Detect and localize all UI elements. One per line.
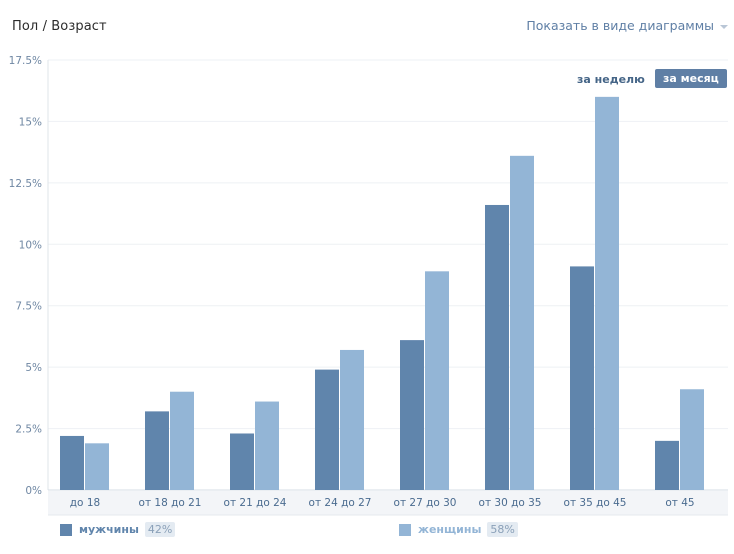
bar-women — [595, 96, 619, 490]
y-tick-label: 0% — [25, 485, 42, 497]
y-tick-label: 15% — [19, 116, 42, 128]
legend-label-women: женщины — [418, 523, 482, 536]
y-tick-label: 2.5% — [15, 424, 42, 436]
show-as-diagram-label: Показать в виде диаграммы — [526, 18, 714, 33]
bar-women — [255, 401, 279, 490]
bar-women — [340, 349, 364, 490]
bar-men — [145, 411, 169, 490]
x-tick-label: от 27 до 30 — [394, 497, 457, 509]
y-tick-label: 12.5% — [9, 178, 42, 190]
chevron-down-icon — [720, 24, 728, 29]
legend-percent-men: 42% — [144, 522, 176, 537]
bar-men — [60, 435, 84, 490]
y-tick-label: 17.5% — [9, 55, 42, 67]
y-tick-label: 10% — [19, 239, 42, 251]
legend-item-women[interactable]: женщины 58% — [399, 522, 518, 537]
x-tick-label: от 45 — [665, 497, 694, 509]
x-tick-label: от 21 до 24 — [224, 497, 287, 509]
page-title: Пол / Возраст — [12, 19, 107, 34]
bar-women — [170, 391, 194, 490]
bar-women — [85, 443, 109, 490]
bar-men — [400, 340, 424, 490]
bar-women — [680, 389, 704, 490]
legend-swatch-women — [399, 523, 411, 536]
x-tick-label: от 18 до 21 — [139, 497, 202, 509]
bar-men — [485, 204, 509, 490]
bar-women — [510, 155, 534, 491]
period-week-button[interactable]: за неделю — [577, 73, 645, 86]
bar-women — [425, 271, 449, 490]
x-axis-band — [48, 491, 728, 515]
x-tick-label: до 18 — [70, 497, 100, 509]
x-tick-label: от 30 до 35 — [479, 497, 542, 509]
legend-swatch-men — [60, 523, 72, 536]
x-tick-label: от 24 до 27 — [309, 497, 372, 509]
bar-men — [655, 440, 679, 490]
bar-men — [315, 369, 339, 490]
period-month-button[interactable]: за месяц — [655, 69, 727, 88]
legend-percent-women: 58% — [487, 522, 518, 537]
legend-label-men: мужчины — [79, 523, 139, 536]
x-tick-label: от 35 до 45 — [564, 497, 627, 509]
y-tick-label: 7.5% — [15, 301, 42, 313]
bar-men — [570, 266, 594, 490]
show-as-diagram-toggle[interactable]: Показать в виде диаграммы — [526, 18, 728, 33]
legend-item-men[interactable]: мужчины 42% — [60, 522, 176, 537]
bar-men — [230, 433, 254, 490]
y-tick-label: 5% — [25, 362, 42, 374]
